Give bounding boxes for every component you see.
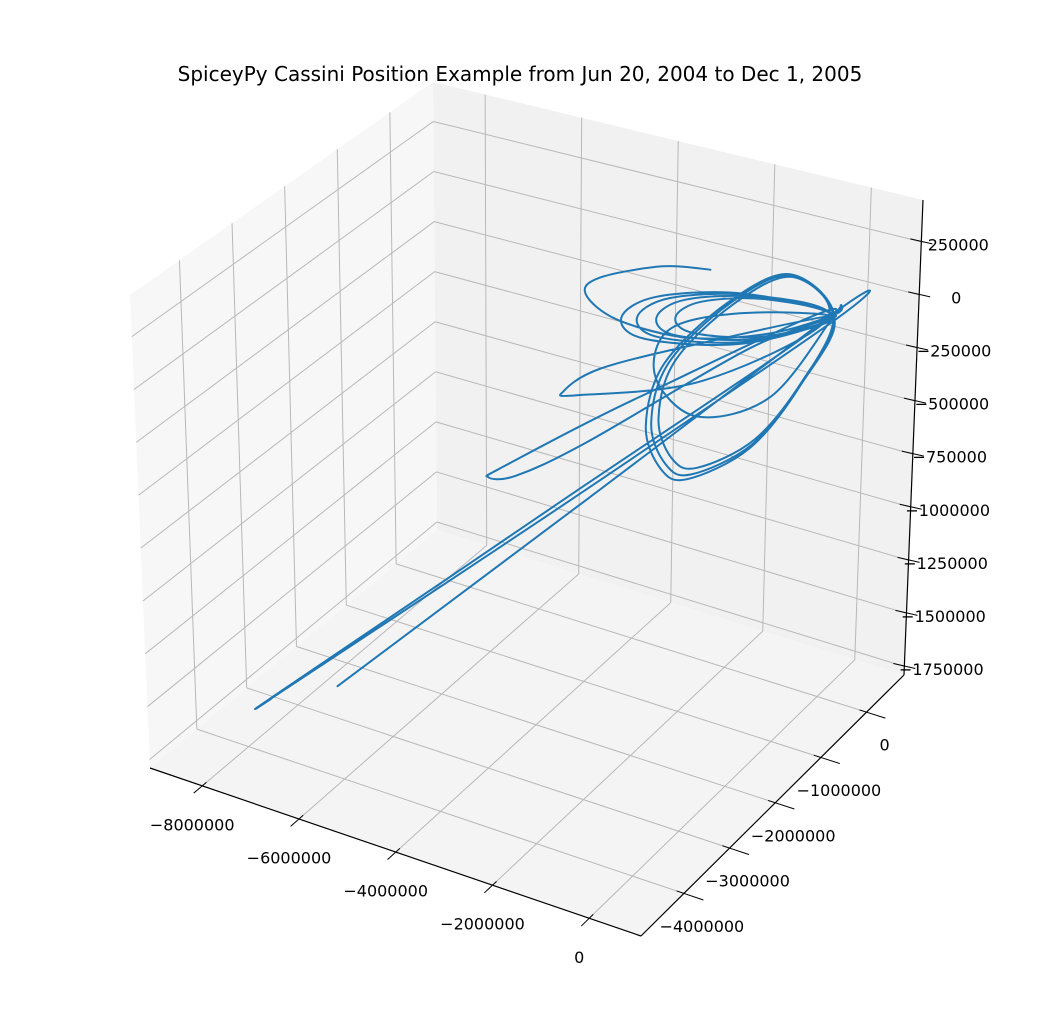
z-tick-mark xyxy=(897,556,920,563)
y-tick-label: −2000000 xyxy=(751,826,836,845)
x-tick-label: 0 xyxy=(574,948,584,967)
x-tick-label: −2000000 xyxy=(440,915,525,934)
y-gridline-left xyxy=(284,186,297,647)
x-tick-mark xyxy=(193,781,207,794)
z-tick-mark xyxy=(893,663,916,669)
y-axis-line xyxy=(640,674,905,937)
z-tick-mark xyxy=(910,238,933,245)
x-gridline-floor xyxy=(298,573,580,820)
x-tick-label: −8000000 xyxy=(150,815,235,834)
y-gridline-floor xyxy=(196,728,685,894)
y-gridline-left xyxy=(389,112,397,564)
z-gridline-left xyxy=(131,121,434,338)
z-tick-label: −750000 xyxy=(913,448,987,467)
z-tick-mark xyxy=(905,344,929,351)
y-gridline-left xyxy=(336,149,347,606)
trajectory-line xyxy=(254,265,871,711)
z-gridline-back xyxy=(436,471,907,614)
z-tick-mark xyxy=(901,450,924,457)
y-gridline-floor xyxy=(346,604,822,758)
y-gridline-floor xyxy=(246,687,730,849)
x-tick-mark xyxy=(484,881,497,894)
z-gridline-back xyxy=(435,371,911,508)
left-pane xyxy=(130,82,437,768)
axes-panes xyxy=(130,82,923,936)
x-tick-mark xyxy=(580,914,594,927)
z-gridline-back xyxy=(435,421,909,561)
z-gridline-left xyxy=(149,521,438,760)
y-tick-mark xyxy=(722,845,750,855)
y-tick-mark xyxy=(859,709,886,719)
z-gridline-back xyxy=(433,120,922,243)
x-gridline-back xyxy=(484,94,488,546)
z-tick-mark xyxy=(899,503,922,510)
y-tick-label: −1000000 xyxy=(797,781,882,800)
tick-labels: −8000000 −6000000 −4000000 −2000000 0 −400000… xyxy=(150,235,991,967)
series-layer xyxy=(254,265,871,711)
y-tick-label: 0 xyxy=(880,736,890,755)
x-gridline-floor xyxy=(201,545,488,787)
x-tick-mark xyxy=(290,814,304,827)
y-gridline-left xyxy=(178,260,198,730)
z-tick-mark xyxy=(908,291,931,298)
z-tick-label: −1500000 xyxy=(901,607,986,626)
x-gridline-floor xyxy=(588,659,856,919)
x-tick-mark xyxy=(387,847,401,860)
y-tick-mark xyxy=(767,799,795,810)
tick-marks xyxy=(193,238,933,927)
z-axis-line xyxy=(903,199,924,676)
z-gridline-left xyxy=(147,471,437,708)
x-gridline-back xyxy=(854,187,872,660)
z-tick-label: −250000 xyxy=(917,342,991,361)
y-tick-label: −3000000 xyxy=(705,872,790,891)
gridlines xyxy=(131,94,922,919)
z-tick-label: 250000 xyxy=(928,235,989,254)
x-gridline-back xyxy=(670,141,679,603)
z-gridline-back xyxy=(433,171,920,296)
z-tick-mark xyxy=(903,397,927,404)
y-tick-label: −4000000 xyxy=(660,917,745,936)
z-tick-label: −500000 xyxy=(915,395,989,414)
x-gridline-floor xyxy=(492,630,764,886)
x-tick-label: −6000000 xyxy=(247,849,332,868)
y-gridline-left xyxy=(231,223,248,688)
y-tick-mark xyxy=(813,754,841,765)
z-gridline-left xyxy=(144,421,437,655)
y-gridline-floor xyxy=(296,646,776,804)
z-gridline-back xyxy=(434,221,918,349)
z-tick-label: 0 xyxy=(951,288,961,307)
x-gridline-back xyxy=(578,117,583,575)
chart-title: SpiceyPy Cassini Position Example from J… xyxy=(177,62,863,86)
z-gridline-left xyxy=(138,271,435,496)
z-gridline-left xyxy=(133,171,435,390)
z-gridline-left xyxy=(140,321,436,549)
x-tick-label: −4000000 xyxy=(343,882,428,901)
z-gridline-left xyxy=(135,221,435,443)
y-gridline-floor xyxy=(395,563,867,713)
y-tick-mark xyxy=(676,890,704,901)
x-gridline-floor xyxy=(395,602,672,853)
z-tick-label: −1000000 xyxy=(905,501,990,520)
z-tick-mark xyxy=(895,609,918,616)
z-tick-label: −1750000 xyxy=(899,660,984,679)
z-gridline-back xyxy=(436,521,905,667)
z-gridline-left xyxy=(142,371,436,602)
z-tick-label: −1250000 xyxy=(903,554,988,573)
